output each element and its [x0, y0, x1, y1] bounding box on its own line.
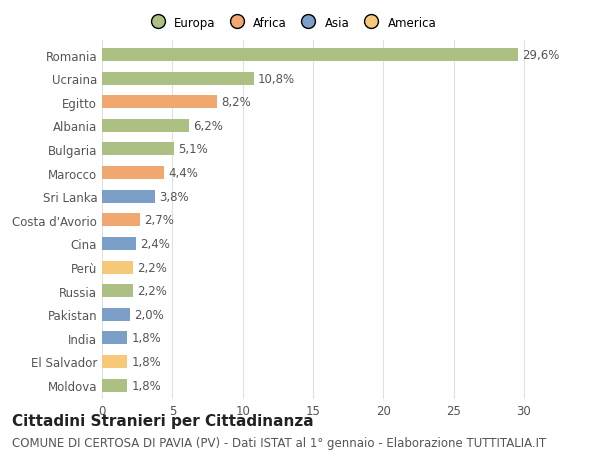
Bar — [102, 49, 518, 62]
Text: 2,2%: 2,2% — [137, 285, 167, 297]
Bar — [102, 237, 136, 250]
Text: 8,2%: 8,2% — [221, 96, 251, 109]
Bar — [102, 143, 174, 156]
Bar — [102, 120, 189, 133]
Bar — [102, 285, 133, 297]
Text: 6,2%: 6,2% — [193, 120, 223, 133]
Text: 10,8%: 10,8% — [258, 73, 295, 85]
Text: Cittadini Stranieri per Cittadinanza: Cittadini Stranieri per Cittadinanza — [12, 413, 314, 428]
Text: 1,8%: 1,8% — [131, 331, 161, 345]
Bar — [102, 214, 140, 227]
Text: 2,2%: 2,2% — [137, 261, 167, 274]
Text: 29,6%: 29,6% — [523, 49, 560, 62]
Text: 3,8%: 3,8% — [160, 190, 189, 203]
Bar — [102, 308, 130, 321]
Text: 1,8%: 1,8% — [131, 379, 161, 392]
Bar — [102, 73, 254, 85]
Bar — [102, 261, 133, 274]
Bar — [102, 379, 127, 392]
Legend: Europa, Africa, Asia, America: Europa, Africa, Asia, America — [143, 14, 439, 32]
Bar — [102, 355, 127, 368]
Text: 5,1%: 5,1% — [178, 143, 208, 156]
Text: 4,4%: 4,4% — [168, 167, 198, 179]
Text: 2,4%: 2,4% — [140, 237, 170, 250]
Text: COMUNE DI CERTOSA DI PAVIA (PV) - Dati ISTAT al 1° gennaio - Elaborazione TUTTIT: COMUNE DI CERTOSA DI PAVIA (PV) - Dati I… — [12, 436, 546, 449]
Text: 2,7%: 2,7% — [144, 214, 174, 227]
Bar — [102, 96, 217, 109]
Text: 1,8%: 1,8% — [131, 355, 161, 368]
Bar — [102, 167, 164, 179]
Bar — [102, 331, 127, 345]
Bar — [102, 190, 155, 203]
Text: 2,0%: 2,0% — [134, 308, 164, 321]
